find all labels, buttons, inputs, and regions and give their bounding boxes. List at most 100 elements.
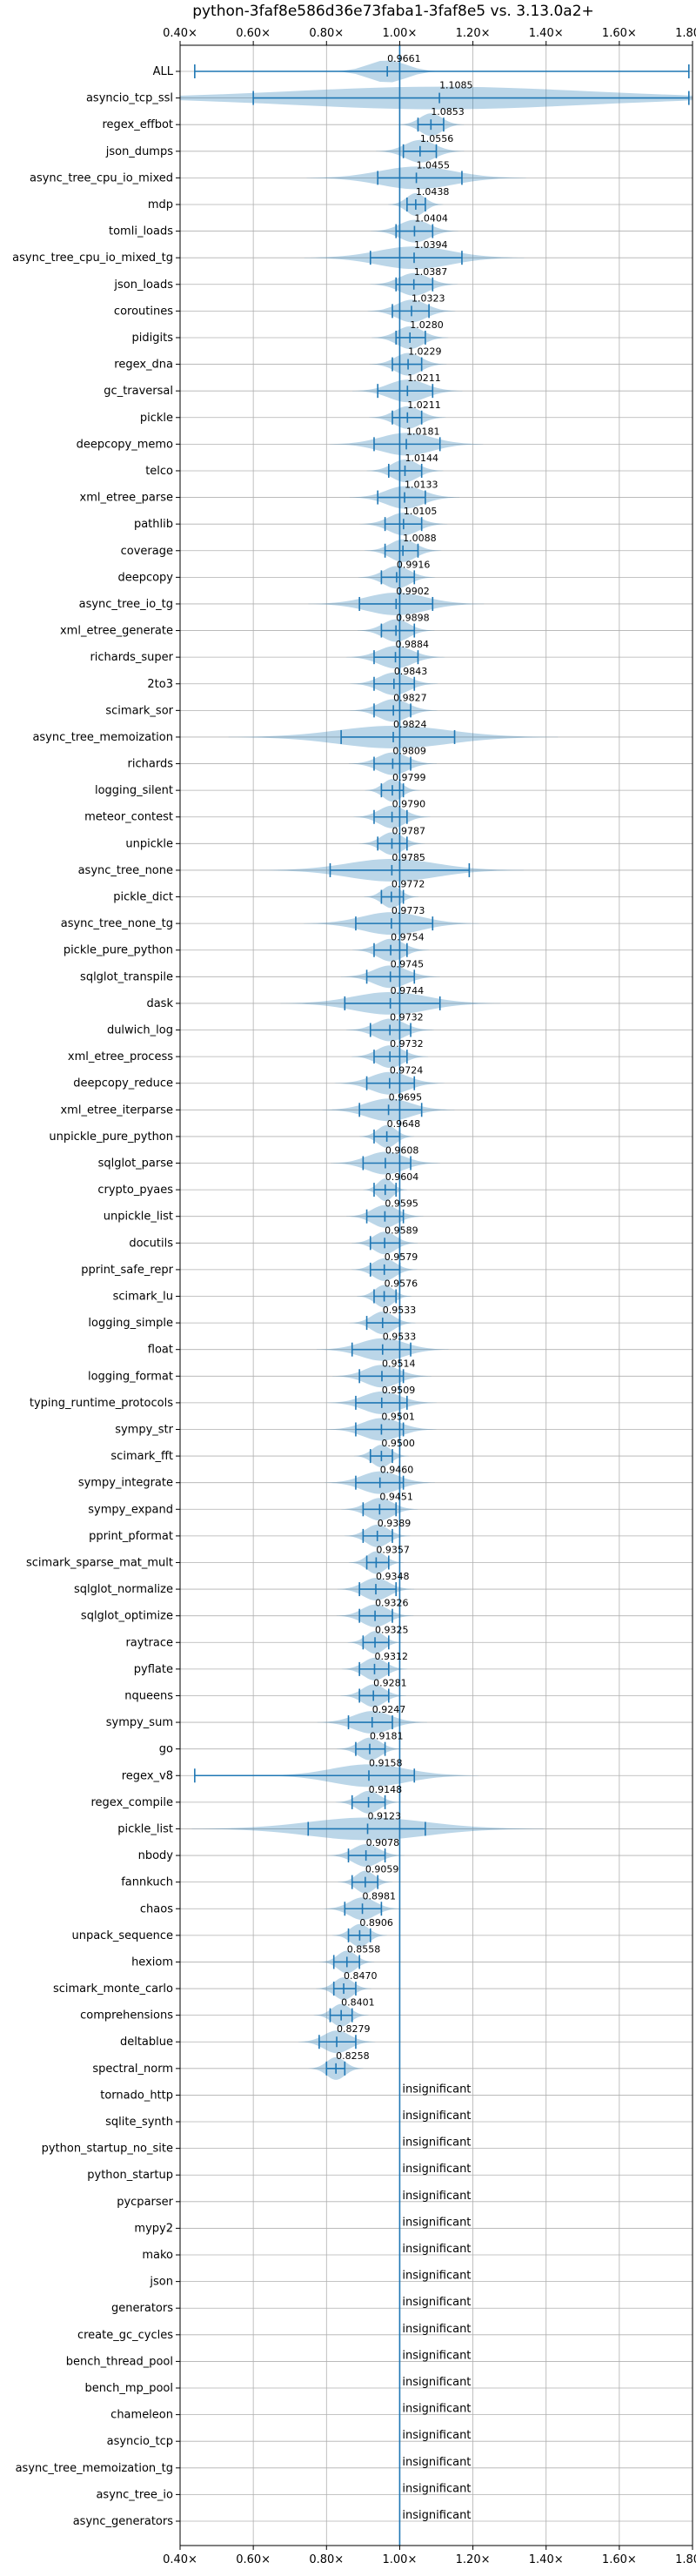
value-label: 0.9827 bbox=[393, 692, 427, 703]
benchmark-name-label: bench_thread_pool bbox=[66, 2355, 173, 2368]
benchmark-name-label: mdp bbox=[148, 198, 173, 211]
value-label: 0.9824 bbox=[393, 719, 427, 730]
x-tick-label-top: 1.00× bbox=[383, 27, 418, 40]
value-label: 0.9589 bbox=[385, 1224, 418, 1236]
value-label: 0.9772 bbox=[392, 879, 425, 890]
benchmark-name-label: sqlglot_parse bbox=[98, 1157, 173, 1171]
value-label: 0.9732 bbox=[390, 1012, 424, 1023]
benchmark-name-label: tornado_http bbox=[100, 2089, 173, 2102]
x-tick-label-top: 0.40× bbox=[163, 27, 197, 40]
benchmark-name-label: sympy_str bbox=[115, 1423, 173, 1436]
x-tick-label-top: 1.40× bbox=[529, 27, 564, 40]
benchmark-name-label: scimark_sparse_mat_mult bbox=[26, 1556, 173, 1569]
value-label: 0.9898 bbox=[396, 613, 430, 624]
value-label: 0.9695 bbox=[389, 1091, 423, 1103]
benchmark-name-label: async_generators bbox=[73, 2515, 174, 2528]
value-label: 1.0280 bbox=[410, 319, 444, 331]
insignificant-label: insignificant bbox=[402, 2296, 471, 2309]
benchmark-name-label: logging_simple bbox=[88, 1317, 173, 1330]
benchmark-name-label: telco bbox=[145, 465, 173, 478]
chart-title: python-3faf8e586d36e73faba1-3faf8e5 vs. … bbox=[192, 3, 594, 20]
benchmark-name-label: regex_effbot bbox=[102, 118, 173, 131]
value-label: 0.9348 bbox=[376, 1571, 410, 1582]
benchmark-name-label: pickle_dict bbox=[113, 891, 173, 904]
value-label: 0.9389 bbox=[378, 1518, 412, 1529]
benchmark-name-label: async_tree_none bbox=[78, 864, 173, 877]
value-label: 0.8981 bbox=[363, 1890, 397, 1902]
benchmark-name-label: deepcopy_reduce bbox=[73, 1077, 173, 1090]
insignificant-label: insignificant bbox=[402, 2270, 471, 2283]
benchmark-name-label: pickle_pure_python bbox=[64, 944, 173, 957]
value-label: 0.9809 bbox=[392, 746, 426, 757]
benchmark-name-label: sympy_integrate bbox=[78, 1477, 173, 1490]
value-label: 0.9158 bbox=[369, 1757, 403, 1768]
value-label: 1.0088 bbox=[403, 533, 437, 544]
value-label: 0.9181 bbox=[370, 1731, 404, 1742]
value-label: 0.9576 bbox=[385, 1278, 418, 1290]
value-label: 0.9884 bbox=[396, 639, 430, 650]
value-label: 1.0438 bbox=[416, 186, 449, 198]
x-tick-label-bottom: 1.60× bbox=[602, 2553, 637, 2566]
benchmark-name-label: 2to3 bbox=[147, 678, 173, 691]
benchmark-name-label: pickle_list bbox=[117, 1822, 173, 1835]
benchmark-name-label: json bbox=[149, 2276, 173, 2289]
value-label: 0.9724 bbox=[390, 1065, 424, 1077]
benchmark-name-label: dulwich_log bbox=[107, 1024, 173, 1037]
value-label: 0.9509 bbox=[382, 1385, 416, 1396]
value-label: 0.9745 bbox=[391, 958, 425, 969]
benchmark-name-label: deepcopy bbox=[117, 571, 173, 584]
insignificant-label: insignificant bbox=[402, 2456, 471, 2469]
benchmark-name-label: nqueens bbox=[124, 1689, 173, 1702]
benchmark-name-label: sqlite_synth bbox=[105, 2116, 173, 2129]
benchmark-name-label: deepcopy_memo bbox=[77, 438, 173, 451]
value-label: 0.9608 bbox=[385, 1145, 419, 1157]
value-label: 0.9533 bbox=[383, 1305, 417, 1316]
value-label: 0.9326 bbox=[375, 1598, 409, 1609]
benchmark-name-label: mypy2 bbox=[134, 2222, 173, 2235]
benchmark-name-label: async_tree_none_tg bbox=[61, 917, 173, 930]
value-label: 0.9773 bbox=[392, 905, 425, 916]
value-label: 1.0211 bbox=[407, 399, 441, 411]
value-label: 0.9604 bbox=[385, 1171, 419, 1183]
benchmark-name-label: unpack_sequence bbox=[71, 1929, 173, 1942]
benchmark-name-label: richards bbox=[128, 758, 174, 771]
benchmark-name-label: tomli_loads bbox=[109, 225, 173, 238]
value-label: 1.0853 bbox=[431, 106, 465, 117]
benchmark-name-label: scimark_monte_carlo bbox=[53, 1982, 173, 1996]
benchmark-name-label: xml_etree_process bbox=[68, 1050, 173, 1063]
benchmark-name-label: json_dumps bbox=[105, 145, 173, 158]
benchmark-name-label: fannkuch bbox=[121, 1876, 173, 1889]
benchmark-name-label: pidigits bbox=[132, 332, 174, 345]
benchmark-name-label: nbody bbox=[138, 1849, 174, 1862]
insignificant-label: insignificant bbox=[402, 2376, 471, 2389]
benchmark-name-label: richards_super bbox=[90, 651, 173, 664]
benchmark-name-label: json_loads bbox=[113, 278, 173, 292]
benchmark-name-label: python_startup bbox=[87, 2169, 173, 2182]
value-label: 1.0556 bbox=[420, 133, 454, 144]
x-tick-layer: 0.40× 0.40× 0.60× 0.60× 0.80× 0.80× 1.00× 1.00×… bbox=[163, 27, 696, 2566]
value-label: 0.8258 bbox=[336, 2050, 370, 2062]
value-label: 0.9754 bbox=[391, 932, 425, 943]
benchmark-name-label: asyncio_tcp bbox=[107, 2435, 173, 2448]
insignificant-label: insignificant bbox=[402, 2429, 471, 2442]
benchmark-name-label: chaos bbox=[140, 1902, 173, 1915]
x-tick-label-top: 1.60× bbox=[602, 27, 637, 40]
value-label: 1.0455 bbox=[417, 159, 450, 171]
value-label: 0.9579 bbox=[385, 1251, 418, 1263]
value-label: 0.9787 bbox=[392, 825, 425, 836]
x-tick-label-top: 0.80× bbox=[309, 27, 344, 40]
value-label: 0.8279 bbox=[337, 2023, 371, 2035]
benchmark-name-label: mako bbox=[142, 2249, 173, 2262]
benchmark-name-label: async_tree_io_tg bbox=[79, 598, 173, 611]
value-label: 0.9501 bbox=[381, 1411, 415, 1422]
benchmark-name-label: python_startup_no_site bbox=[42, 2143, 173, 2156]
benchmark-name-label: async_tree_io bbox=[96, 2488, 173, 2501]
value-label: 1.0211 bbox=[407, 372, 441, 384]
benchmark-name-label: sqlglot_normalize bbox=[74, 1583, 173, 1596]
benchmark-name-label: deltablue bbox=[120, 2036, 173, 2049]
value-label: 1.0133 bbox=[405, 480, 438, 491]
benchmark-name-label: spectral_norm bbox=[92, 2063, 173, 2076]
value-label: 0.9648 bbox=[387, 1118, 421, 1130]
benchmark-name-label: raytrace bbox=[125, 1636, 173, 1649]
benchmark-name-label: pprint_pformat bbox=[89, 1530, 173, 1543]
